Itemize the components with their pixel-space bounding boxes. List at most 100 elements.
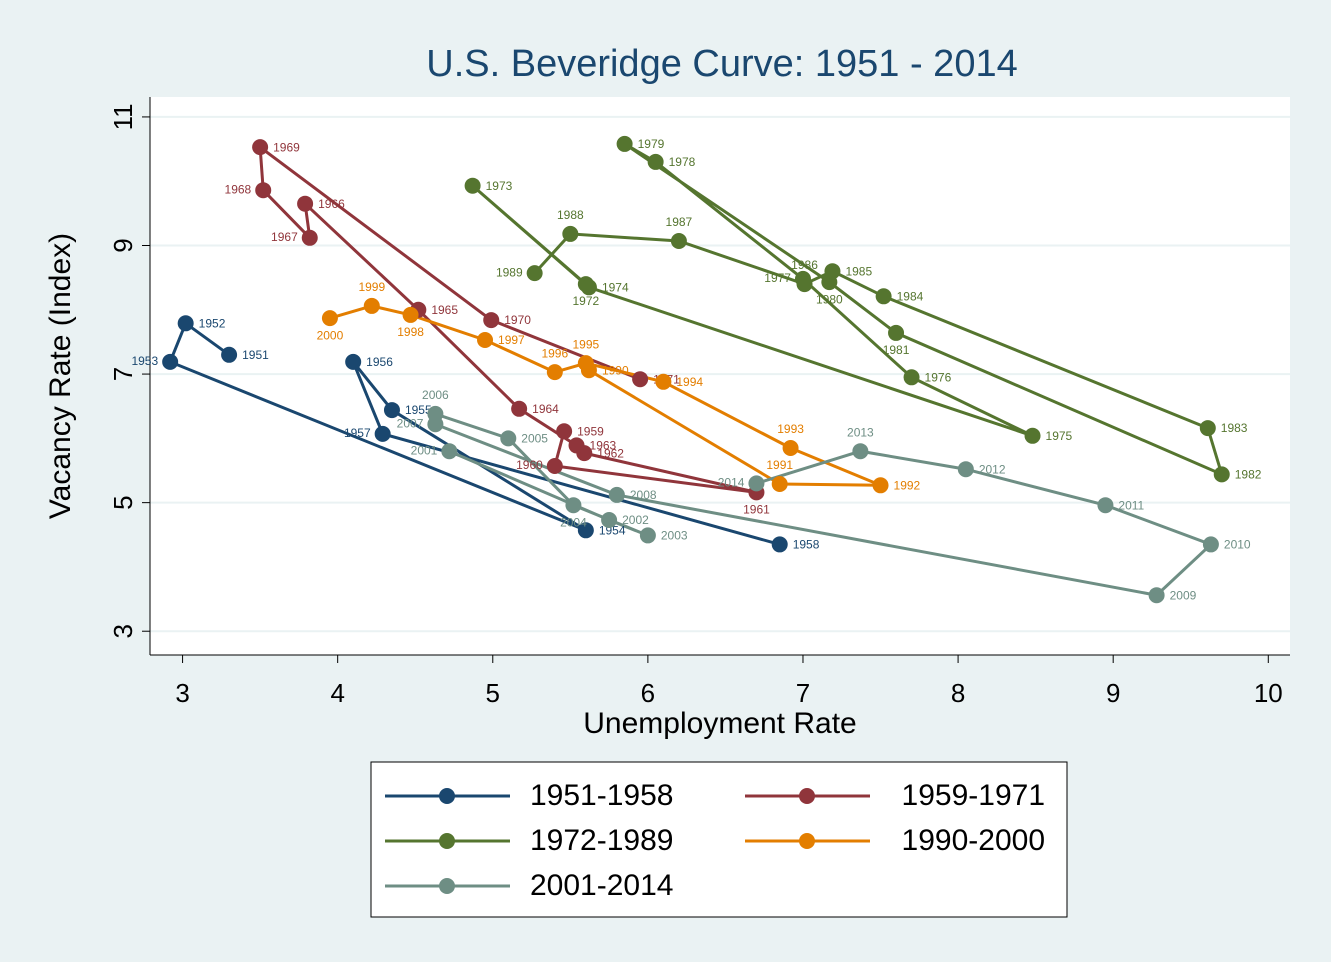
point-label: 1967 — [271, 230, 298, 244]
point-label: 1992 — [894, 478, 921, 492]
point-label: 1969 — [273, 140, 300, 154]
point — [483, 312, 500, 329]
point — [162, 353, 179, 370]
point — [297, 195, 314, 212]
point — [500, 430, 517, 447]
point-label: 1964 — [532, 402, 559, 416]
x-tick-label: 3 — [175, 678, 189, 708]
point — [374, 425, 391, 442]
y-tick-label: 5 — [108, 495, 138, 509]
point — [670, 233, 687, 249]
point — [655, 373, 672, 390]
point-label: 1972 — [572, 294, 599, 308]
point-label: 1975 — [1046, 429, 1073, 443]
point-label: 2006 — [422, 388, 449, 402]
y-tick-label: 7 — [108, 367, 138, 381]
point-label: 2010 — [1224, 538, 1251, 552]
point-label: 1993 — [777, 422, 804, 436]
point-label: 2002 — [622, 513, 649, 527]
x-tick-label: 4 — [330, 678, 344, 708]
point — [1097, 497, 1114, 514]
point — [608, 486, 625, 503]
point — [1024, 427, 1041, 444]
point — [796, 276, 813, 293]
legend-label: 1990-2000 — [902, 824, 1045, 857]
point-label: 1968 — [225, 182, 252, 196]
point-label: 1973 — [486, 179, 513, 193]
point — [568, 437, 585, 454]
x-tick-label: 10 — [1254, 678, 1283, 708]
point — [255, 182, 272, 199]
point — [957, 461, 974, 478]
point-label: 1996 — [541, 346, 568, 360]
point — [345, 353, 362, 370]
point — [616, 135, 633, 152]
point — [511, 400, 528, 417]
point-label: 1959 — [577, 424, 604, 438]
legend-marker — [439, 788, 455, 804]
legend-marker — [439, 833, 455, 849]
series-line — [471, 142, 1225, 478]
point-label: 1986 — [791, 258, 818, 272]
point — [477, 332, 494, 348]
point — [903, 369, 920, 386]
y-axis-title: Vacancy Rate (Index) — [44, 233, 77, 519]
point-label: 1980 — [816, 292, 843, 306]
point — [639, 527, 656, 544]
point-label: 1982 — [1235, 468, 1262, 482]
point-label: 1998 — [397, 325, 424, 339]
point-label: 2000 — [317, 328, 344, 342]
point-label: 2011 — [1118, 498, 1144, 512]
point-label: 1951 — [242, 348, 269, 362]
point-label: 1999 — [358, 280, 385, 294]
point-label: 1989 — [496, 265, 523, 279]
point-label: 1963 — [590, 439, 617, 453]
point — [872, 477, 889, 494]
legend-marker — [439, 878, 455, 894]
x-axis-title: Unemployment Rate — [583, 707, 856, 740]
point — [546, 458, 563, 474]
legend-marker — [799, 788, 815, 804]
point — [565, 497, 582, 514]
point — [321, 310, 338, 327]
point — [647, 153, 664, 170]
x-tick-label: 7 — [796, 678, 810, 708]
point — [601, 512, 618, 528]
series-line — [433, 411, 1214, 597]
legend-label: 2001-2014 — [530, 869, 673, 902]
point-label: 1983 — [1221, 421, 1248, 435]
point-label: 1962 — [597, 446, 624, 460]
x-tick-label: 6 — [641, 678, 655, 708]
point — [771, 536, 788, 553]
point-label: 1965 — [431, 303, 458, 317]
point-label: 1991 — [766, 458, 793, 472]
point — [301, 229, 318, 246]
point-label: 1955 — [405, 403, 432, 417]
point-label: 1987 — [666, 215, 693, 229]
point — [632, 371, 649, 388]
point-label: 1970 — [504, 313, 531, 327]
x-tick-label: 8 — [951, 678, 965, 708]
point — [556, 423, 573, 440]
point — [402, 306, 419, 323]
point-label: 1958 — [793, 538, 820, 552]
point-label: 1994 — [676, 375, 703, 389]
point — [526, 265, 543, 282]
point-label: 1957 — [344, 426, 371, 440]
point-label: 1979 — [638, 137, 665, 151]
point — [441, 443, 458, 460]
point — [177, 315, 194, 332]
point — [888, 324, 905, 341]
legend-label: 1951-1958 — [530, 779, 673, 812]
point-label: 1995 — [572, 337, 599, 351]
point-label: 1985 — [845, 264, 872, 278]
point — [383, 402, 400, 419]
point-label: 1961 — [743, 503, 770, 517]
point-label: 2012 — [979, 462, 1006, 476]
legend-label: 1972-1989 — [530, 824, 673, 857]
point — [580, 279, 597, 296]
y-tick-label: 9 — [108, 238, 138, 252]
point-label: 1984 — [897, 289, 924, 303]
legend-label: 1959-1971 — [902, 779, 1045, 812]
point-label: 1976 — [925, 370, 952, 384]
